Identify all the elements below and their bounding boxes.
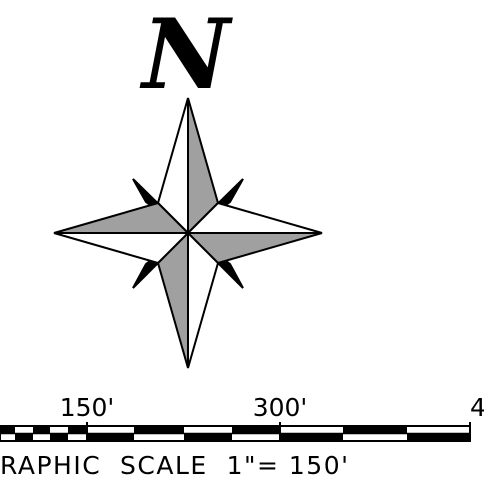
scale-tick-label: 450'	[470, 393, 484, 422]
scale-tick-label: 300'	[253, 393, 308, 422]
scale-tick-label: 150'	[60, 393, 115, 422]
north-letter: N	[139, 0, 233, 111]
compass-point-west-top	[53, 201, 191, 234]
scale-bar	[0, 422, 471, 442]
compass-rose-icon	[53, 97, 323, 369]
scale-caption: RAPHIC SCALE 1"= 150'	[0, 451, 350, 480]
